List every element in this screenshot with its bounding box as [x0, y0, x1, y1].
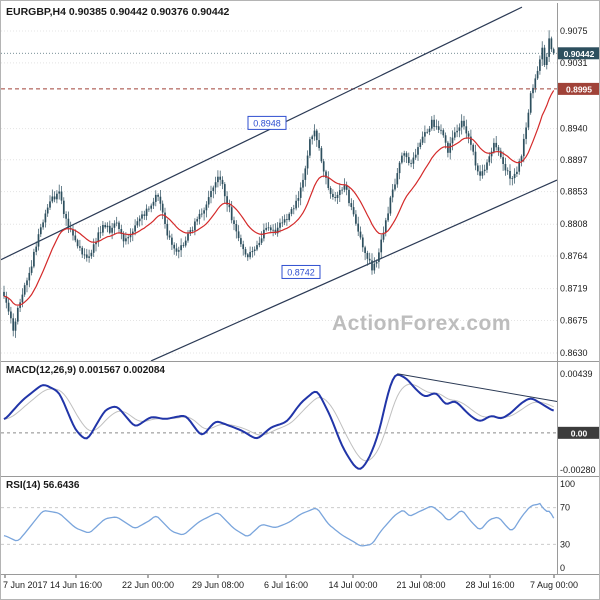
candles-layer: [3, 30, 555, 338]
rsi-axis-labels: 100 70 30 0: [560, 479, 575, 573]
moving-average-line: [3, 90, 555, 306]
macd-axis-labels: 0.00439 -0.00280: [560, 369, 596, 475]
svg-text:0.8948: 0.8948: [253, 118, 281, 128]
level-annotations: 0.8948 0.8742: [247, 115, 321, 279]
svg-text:0.8742: 0.8742: [287, 267, 315, 277]
symbol-ohlc-title: EURGBP,H4 0.90385 0.90442 0.90376 0.9044…: [6, 6, 230, 18]
level-price-box: 0.8995: [558, 82, 599, 95]
svg-text:0.9075: 0.9075: [560, 26, 588, 36]
panel-separators: [1, 3, 599, 575]
svg-text:0.8940: 0.8940: [560, 124, 588, 134]
svg-text:0.00439: 0.00439: [560, 369, 593, 379]
svg-text:0.8853: 0.8853: [560, 187, 588, 197]
svg-text:0.9031: 0.9031: [560, 58, 588, 68]
rsi-line: [3, 502, 555, 547]
svg-text:0.8675: 0.8675: [560, 315, 588, 325]
svg-text:0.90442: 0.90442: [564, 49, 595, 59]
svg-text:0.8897: 0.8897: [560, 155, 588, 165]
svg-text:22 Jun 00:00: 22 Jun 00:00: [122, 580, 174, 590]
svg-text:-0.00280: -0.00280: [560, 465, 596, 475]
macd-zero-box: 0.00: [558, 426, 599, 439]
channel-upper-line: [1, 6, 523, 261]
svg-text:6 Jul 16:00: 6 Jul 16:00: [264, 580, 308, 590]
rsi-indicator-label: RSI(14) 56.6436: [6, 480, 80, 491]
actionforex-watermark: ActionForex.com: [332, 312, 512, 335]
svg-text:0: 0: [560, 563, 565, 573]
svg-text:28 Jul 16:00: 28 Jul 16:00: [465, 580, 514, 590]
macd-indicator-label: MACD(12,26,9) 0.001567 0.002084: [6, 365, 165, 376]
svg-text:14 Jun 16:00: 14 Jun 16:00: [50, 580, 102, 590]
svg-text:0.8808: 0.8808: [560, 219, 588, 229]
svg-text:0.8630: 0.8630: [560, 348, 588, 358]
svg-text:29 Jun 08:00: 29 Jun 08:00: [192, 580, 244, 590]
svg-text:14 Jul 00:00: 14 Jul 00:00: [328, 580, 377, 590]
rsi-dashed-levels: [1, 507, 557, 545]
svg-text:30: 30: [560, 539, 570, 549]
macd-signal-line: [3, 383, 554, 462]
svg-text:0.8764: 0.8764: [560, 251, 588, 261]
svg-text:100: 100: [560, 479, 575, 489]
svg-text:0.8719: 0.8719: [560, 284, 588, 294]
current-price-box: 0.90442: [558, 47, 599, 60]
price-gridlines: [1, 30, 557, 354]
time-axis-labels: 7 Jun 2017 14 Jun 16:00 22 Jun 00:00 29 Jun…: [3, 575, 578, 590]
macd-main-line: [3, 373, 555, 470]
price-axis-labels: 0.9075 0.9031 0.8940 0.8897 0.8853 0.8808 0.87…: [560, 26, 588, 358]
svg-text:70: 70: [560, 503, 570, 513]
svg-text:7 Aug 00:00: 7 Aug 00:00: [530, 580, 578, 590]
svg-text:7 Jun 2017: 7 Jun 2017: [3, 580, 48, 590]
channel-lower-line: [150, 179, 558, 362]
svg-text:21 Jul 08:00: 21 Jul 08:00: [396, 580, 445, 590]
svg-text:0.8995: 0.8995: [566, 84, 592, 94]
macd-trendline: [397, 373, 558, 402]
svg-text:0.00: 0.00: [571, 428, 588, 438]
